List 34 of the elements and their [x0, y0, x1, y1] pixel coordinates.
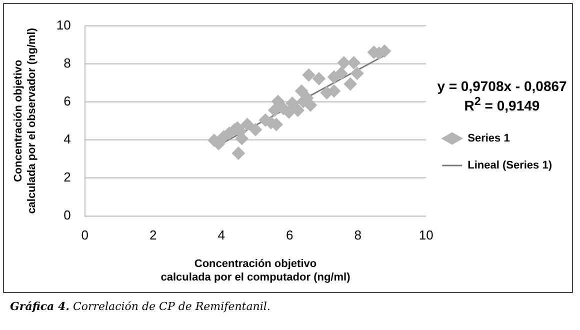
x-axis-title: Concentración objetivo calculada por el computador (ng/ml)	[160, 258, 351, 284]
y-tick-label: 6	[64, 93, 71, 108]
point	[248, 123, 262, 136]
point	[240, 118, 254, 132]
y-tick-label: 0	[64, 208, 71, 223]
point	[272, 95, 285, 108]
point	[235, 132, 248, 146]
x-tick-label: 0	[81, 227, 88, 242]
point	[232, 146, 245, 160]
y-tick-label: 2	[64, 170, 71, 185]
x-tick-label: 6	[286, 227, 294, 242]
text: Gráfica 4. Correlación de CP de Remifentanil.	[10, 300, 270, 313]
point	[304, 98, 317, 112]
point	[347, 56, 360, 70]
point	[337, 56, 350, 70]
point	[286, 96, 299, 110]
x-tick-label: 10	[418, 227, 434, 242]
text: y = 0,9708x - 0,0867 R$^{2}$ = 0,9149	[436, 78, 568, 114]
point	[302, 68, 316, 82]
y-tick-label: 4	[64, 132, 71, 146]
y-tick-label: 8	[64, 55, 71, 70]
point	[312, 72, 326, 86]
point	[334, 66, 348, 80]
y-axis-title: Concentración objetivo calculada por el observador (ng/ml)	[12, 28, 38, 214]
x-tick-label: 2	[149, 227, 157, 242]
legend-label: Lineal (Series 1)	[468, 160, 552, 172]
point	[295, 84, 308, 98]
x-tick-label: 8	[354, 227, 362, 242]
point	[291, 104, 304, 117]
y-tick-label: 10	[56, 17, 71, 32]
point	[344, 78, 357, 90]
legend-label: Series 1	[468, 132, 510, 145]
x-tick-label: 4	[218, 227, 225, 242]
point	[350, 66, 364, 80]
